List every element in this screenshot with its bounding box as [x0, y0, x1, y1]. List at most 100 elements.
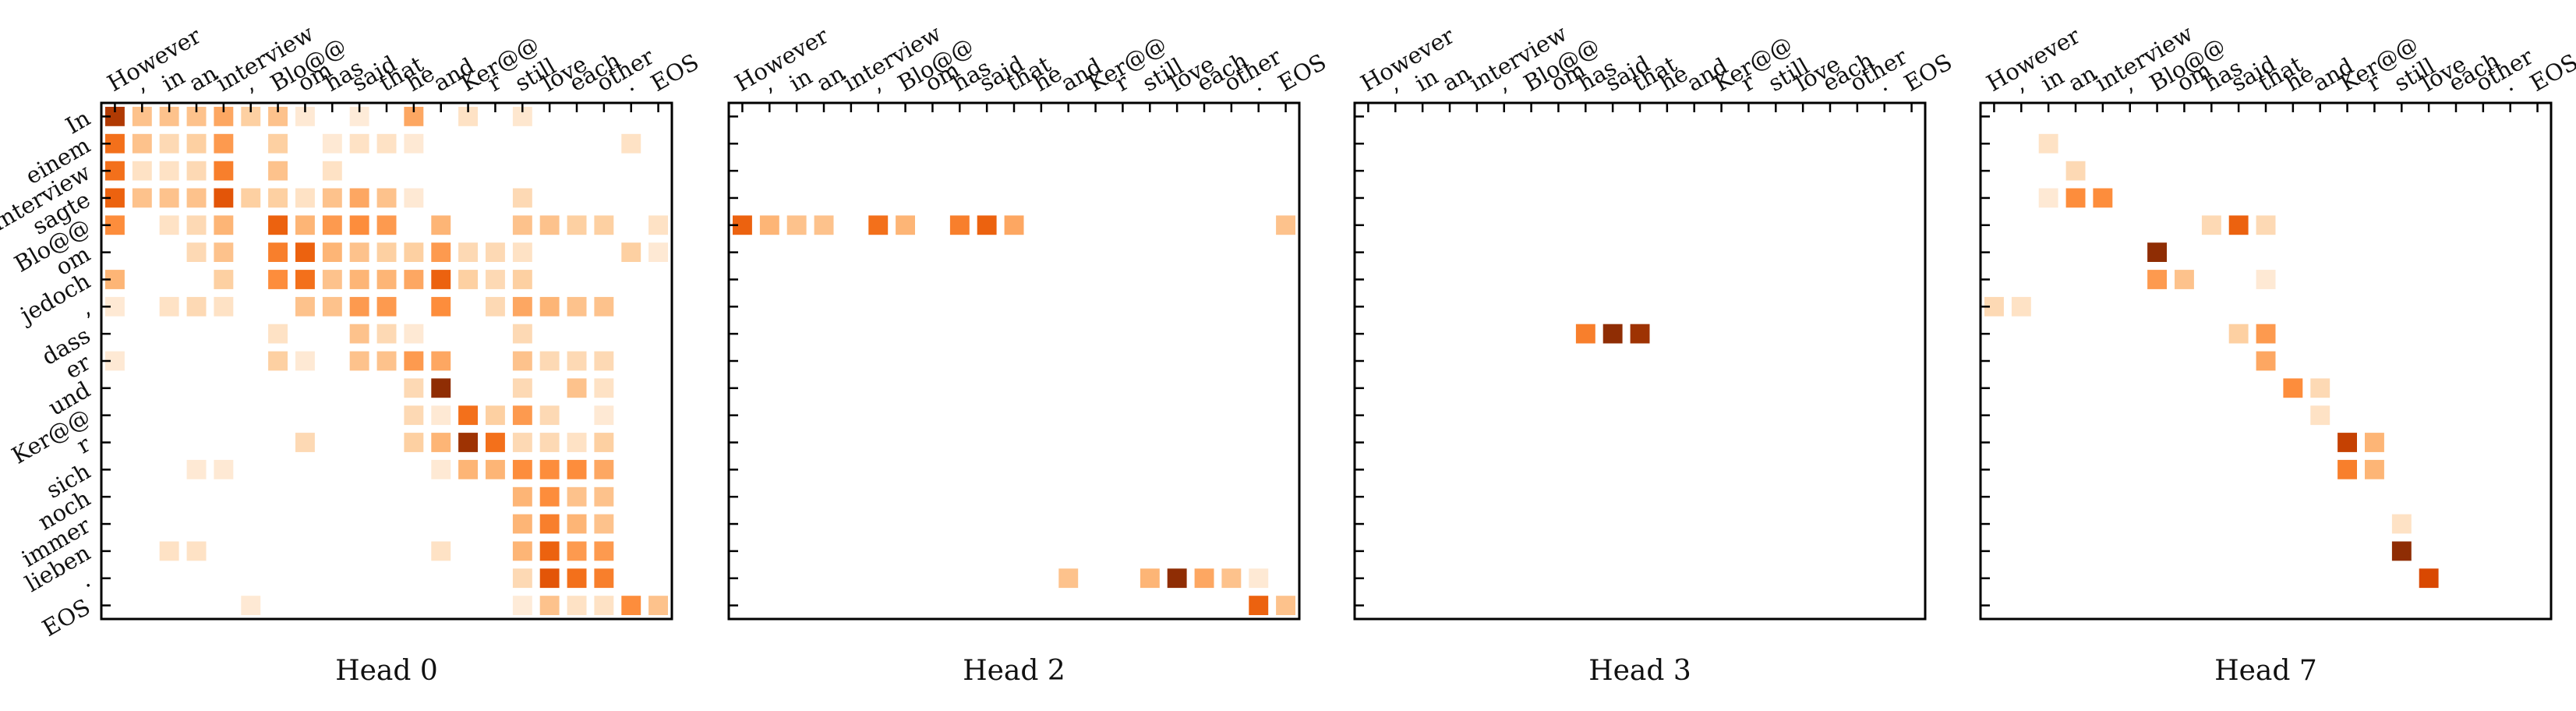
heatmap-cell-4-9 [349, 215, 369, 235]
y-tick-label-punct: . [76, 566, 95, 592]
heatmap-cell-7-12 [431, 296, 451, 317]
heatmap-cell-16-16 [539, 541, 560, 561]
y-tick-label-punct: , [76, 295, 95, 321]
heatmap-cell-7-1 [2011, 296, 2031, 317]
heatmap-cell-6-4 [214, 270, 234, 289]
heatmap-cell-17-17 [1194, 568, 1214, 589]
heatmap-cell-4-18 [594, 215, 614, 235]
heatmap-cell-7-16 [539, 296, 560, 317]
heatmap-cell-16-15 [2391, 541, 2412, 561]
heatmap-cell-16-15 [512, 541, 532, 561]
heatmap-cell-9-15 [512, 351, 532, 371]
heatmap-cell-13-14 [2365, 459, 2384, 479]
heatmap-cell-15-15 [512, 514, 532, 534]
heatmap-cell-6-15 [512, 270, 532, 289]
heatmap-cell-4-16 [539, 215, 560, 235]
heatmap-cell-13-13 [2337, 459, 2357, 479]
panel-title: Head 0 [335, 655, 438, 687]
heatmap-cell-4-12 [431, 215, 451, 235]
heatmap-cell-17-16 [1167, 568, 1187, 589]
heatmap-cell-4-15 [512, 215, 532, 235]
heatmap-cell-2-3 [2065, 161, 2086, 181]
heatmap-cell-10-11 [2283, 378, 2303, 398]
heatmap-cell-6-9 [349, 270, 369, 289]
panel-title: Head 2 [963, 655, 1065, 687]
heatmap-cell-8-9 [2228, 324, 2249, 344]
heatmap-cell-11-15 [512, 405, 532, 426]
heatmap-cell-8-10 [1630, 324, 1650, 344]
heatmap-cell-13-12 [431, 459, 451, 479]
heatmap-cell-18-19 [621, 596, 641, 615]
heatmap-cell-12-16 [539, 433, 560, 452]
heatmap-cell-17-12 [1058, 568, 1079, 589]
heatmap-cell-7-15 [512, 296, 532, 317]
heatmap-cell-1-2 [159, 133, 179, 154]
heatmap-cell-4-9 [977, 215, 997, 235]
x-tick-label-eos: EOS [1899, 48, 1956, 97]
heatmap-cell-6-7 [295, 270, 315, 289]
x-tick-label-other: other [1219, 43, 1285, 97]
heatmap-cell-12-13 [458, 433, 478, 452]
heatmap-cell-6-10 [376, 270, 397, 289]
heatmap-cell-7-18 [594, 296, 614, 317]
heatmap-cell-2-4 [214, 161, 234, 181]
heatmap-cell-3-2 [2038, 188, 2058, 208]
heatmap-cell-2-8 [322, 161, 342, 181]
heatmap-cell-5-7 [295, 242, 315, 262]
heatmap-cell-1-6 [268, 133, 288, 154]
heatmap-cell-4-20 [648, 215, 668, 235]
heatmap-cell-10-12 [431, 378, 451, 398]
heatmap-cell-10-12 [2310, 378, 2330, 398]
heatmap-cell-3-8 [322, 188, 342, 208]
x-tick-label-however: However [103, 22, 206, 97]
heatmap-cell-3-10 [376, 188, 397, 208]
heatmap-cell-13-15 [512, 459, 532, 479]
heatmap-cell-13-17 [567, 459, 587, 479]
heatmap-cell-3-11 [404, 188, 424, 208]
heatmap-cell-5-14 [486, 242, 505, 262]
heatmap-cell-3-3 [2065, 188, 2086, 208]
heatmap-cell-4-6 [268, 215, 288, 235]
heatmap-cell-15-18 [594, 514, 614, 534]
heatmap-cell-4-9 [2228, 215, 2249, 235]
heatmap-cell-5-6 [268, 242, 288, 262]
heatmap-cell-8-10 [376, 324, 397, 344]
heatmap-cell-18-15 [512, 596, 532, 615]
heatmap-cell-17-15 [1140, 568, 1160, 589]
x-tick-label-however: However [730, 22, 833, 97]
heatmap-cell-1-8 [322, 133, 342, 154]
heatmap-cell-15-17 [567, 514, 587, 534]
heatmap-cell-4-1 [759, 215, 779, 235]
heatmap-cell-13-4 [214, 459, 234, 479]
heatmap-cell-7-4 [214, 296, 234, 317]
heatmap-cell-3-4 [2093, 188, 2113, 208]
heatmap-cell-12-13 [2337, 433, 2357, 452]
x-tick-label-eos: EOS [1274, 48, 1330, 97]
heatmap-cell-8-8 [1575, 324, 1595, 344]
heatmap-cell-3-15 [512, 188, 532, 208]
heatmap-cell-14-16 [539, 486, 560, 507]
heatmap-cell-13-18 [594, 459, 614, 479]
heatmap-cell-3-3 [186, 188, 207, 208]
heatmap-cell-15-16 [539, 514, 560, 534]
heatmap-cell-4-8 [322, 215, 342, 235]
heatmap-cell-12-15 [512, 433, 532, 452]
heatmap-cell-10-11 [404, 378, 424, 398]
heatmap-cell-6-10 [2256, 270, 2276, 289]
heatmap-cell-4-10 [376, 215, 397, 235]
heatmap-cell-6-11 [404, 270, 424, 289]
heatmap-cell-2-1 [132, 161, 152, 181]
heatmap-cell-7-14 [486, 296, 505, 317]
heatmap-cell-3-6 [268, 188, 288, 208]
heatmap-cell-4-20 [1276, 215, 1295, 235]
heatmap-cell-13-16 [539, 459, 560, 479]
heatmap-cell-5-12 [431, 242, 451, 262]
heatmap-cell-14-15 [512, 486, 532, 507]
heatmap-cell-3-5 [241, 188, 261, 208]
heatmap-cell-16-2 [159, 541, 179, 561]
heatmap-cell-7-10 [376, 296, 397, 317]
heatmap-cell-1-4 [214, 133, 234, 154]
heatmap-cell-12-14 [486, 433, 505, 452]
heatmap-cell-6-13 [458, 270, 478, 289]
heatmap-cell-5-8 [322, 242, 342, 262]
